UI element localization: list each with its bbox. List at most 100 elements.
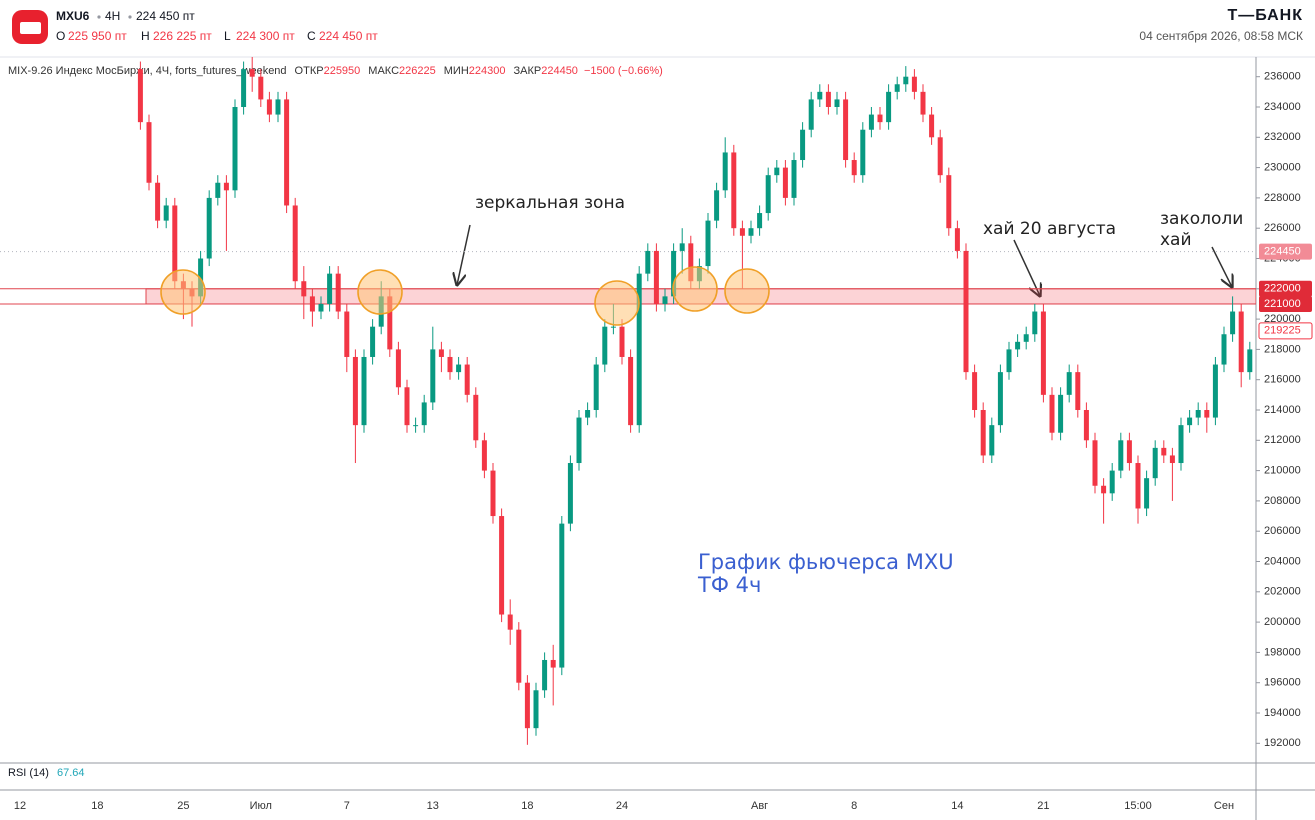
logo-mark: [20, 22, 41, 34]
y-tick-label: 216000: [1264, 374, 1301, 386]
candle-body: [266, 99, 272, 115]
x-tick-label: 18: [521, 800, 533, 812]
candle-body: [774, 167, 780, 176]
indicator-name: RSI (14): [8, 767, 49, 779]
y-tick-label: 198000: [1264, 646, 1301, 658]
candle-body: [335, 273, 341, 312]
candle-body: [172, 205, 178, 282]
candle-body: [215, 182, 221, 198]
legend-stat-label: МАКС: [368, 65, 399, 77]
ohlc-value: 225 950 пт: [68, 29, 127, 43]
candle-body: [258, 76, 264, 100]
legend-stat-value: 226225: [399, 65, 436, 77]
candle-body: [352, 356, 358, 426]
last-close-label-box: [1258, 322, 1313, 340]
candle-body: [920, 91, 926, 115]
x-tick-label: Авг: [751, 800, 768, 812]
y-tick-label: 218000: [1264, 343, 1301, 355]
caption: ТФ 4ч: [697, 573, 761, 597]
candle-body: [567, 463, 573, 524]
candle-body: [851, 160, 857, 176]
candle-body: [507, 614, 513, 630]
candle-body: [447, 356, 453, 373]
symbol: MXU6: [56, 9, 90, 23]
candle-body: [1187, 417, 1193, 426]
candle-body: [714, 190, 720, 221]
candle-body: [619, 326, 625, 357]
x-tick-label: 18: [91, 800, 103, 812]
ohlc-label: C: [307, 29, 316, 43]
candle-body: [593, 364, 599, 410]
candle-body: [404, 387, 410, 426]
legend-stat-value: 224450: [541, 65, 578, 77]
candle-body: [516, 629, 522, 683]
candle-body: [438, 349, 444, 357]
x-tick-label: 15:00: [1124, 800, 1152, 812]
candle-body: [533, 690, 539, 729]
candle-body: [645, 250, 651, 274]
candle-body: [894, 84, 900, 92]
legend-change: −1500 (−0.66%): [584, 65, 663, 77]
candle-body: [1161, 447, 1167, 456]
price-line-label-box: [1259, 243, 1312, 260]
candle-body: [1221, 334, 1227, 365]
x-tick-label: 7: [344, 800, 350, 812]
ohlc-label: O: [56, 29, 65, 43]
candle-body: [430, 349, 436, 403]
highlight-circle: [357, 269, 403, 315]
legend-stat-label: ОТКР: [295, 65, 324, 77]
candle-body: [241, 69, 247, 107]
candle-body: [997, 372, 1003, 426]
y-tick-label: 210000: [1264, 465, 1301, 477]
candle-body: [327, 273, 333, 304]
candle-body: [610, 326, 616, 328]
candle-body: [223, 182, 229, 191]
candle-body: [1066, 372, 1072, 395]
y-tick-label: 192000: [1264, 737, 1301, 749]
legend-stat-label: МИН: [444, 65, 469, 77]
y-tick-label: 232000: [1264, 131, 1301, 143]
brand: Т—БАНК: [1227, 7, 1303, 24]
candle-body: [249, 69, 255, 77]
ohlc-value: 224 300 пт: [236, 29, 295, 43]
candle-body: [1238, 311, 1244, 373]
interval: 4H: [105, 9, 120, 23]
annotation: хай: [1160, 230, 1192, 250]
y-tick-label: 196000: [1264, 677, 1301, 689]
x-tick-label: 25: [177, 800, 189, 812]
candle-body: [473, 394, 479, 441]
x-tick-label: 13: [427, 800, 439, 812]
candle-body: [1006, 349, 1012, 373]
candle-body: [731, 152, 737, 229]
candle-body: [1169, 455, 1175, 464]
candle-body: [1109, 470, 1115, 494]
ohlc-label: H: [141, 29, 150, 43]
legend-line: MIX-9.26 Индекс МосБиржи, 4Ч, forts_futu…: [8, 65, 663, 77]
legend-stat-label: ЗАКР: [513, 65, 541, 77]
candle-body: [886, 91, 892, 123]
x-tick-label: 24: [616, 800, 628, 812]
candle-body: [765, 175, 771, 214]
y-tick-label: 236000: [1264, 71, 1301, 83]
candle-body: [395, 349, 401, 388]
highlight-circle: [672, 266, 718, 312]
candle-body: [1152, 447, 1158, 479]
candle-body: [275, 99, 281, 115]
candle-body: [309, 296, 315, 312]
candle-body: [868, 114, 874, 130]
ohlc-value: 226 225 пт: [153, 29, 212, 43]
annotation: зеркальная зона: [475, 193, 625, 213]
candle-body: [318, 303, 324, 312]
candle-body: [1092, 440, 1098, 486]
candle-body: [361, 356, 367, 426]
candle-body: [877, 114, 883, 123]
x-tick-label: 21: [1037, 800, 1049, 812]
candle-body: [662, 296, 668, 304]
arrow: [1013, 239, 1040, 296]
candle-body: [757, 213, 763, 229]
candle-body: [972, 372, 978, 410]
candle-body: [1023, 334, 1029, 342]
indicator-value: 67.64: [57, 767, 85, 779]
candle-body: [937, 137, 943, 176]
